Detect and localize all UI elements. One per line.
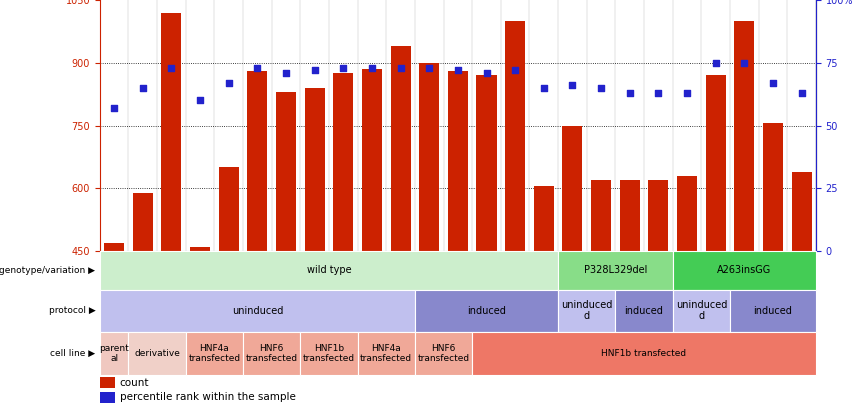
Text: induced: induced [625, 306, 663, 316]
Bar [100, 290, 415, 332]
Bar [477, 75, 496, 251]
Text: HNF4a
transfected: HNF4a transfected [188, 344, 240, 363]
Point [766, 80, 779, 86]
Bar [558, 290, 615, 332]
Point [365, 64, 378, 71]
Bar [448, 71, 468, 251]
Bar [190, 247, 210, 251]
Bar [391, 46, 411, 251]
Bar [186, 332, 243, 375]
Text: parent
al: parent al [99, 344, 129, 363]
Bar [673, 251, 816, 290]
Point [651, 90, 665, 96]
Point [565, 82, 579, 89]
Text: protocol ▶: protocol ▶ [49, 306, 95, 315]
Text: uninduced: uninduced [232, 306, 283, 316]
Text: wild type: wild type [306, 265, 352, 275]
Bar [300, 332, 358, 375]
Bar [615, 290, 673, 332]
Point [794, 90, 808, 96]
Text: count: count [120, 377, 149, 388]
Bar [305, 88, 325, 251]
Bar [100, 392, 115, 403]
Point [279, 70, 293, 76]
Text: induced: induced [753, 306, 792, 316]
Bar [505, 21, 525, 251]
Point [479, 70, 493, 76]
Bar [620, 180, 640, 251]
Bar [333, 73, 353, 251]
Point [307, 67, 321, 74]
Point [108, 105, 122, 111]
Text: derivative: derivative [135, 349, 180, 358]
Text: P328L329del: P328L329del [583, 265, 648, 275]
Bar [247, 71, 267, 251]
Bar [562, 126, 582, 251]
Bar [100, 377, 115, 388]
Bar [100, 332, 128, 375]
Point [737, 60, 751, 66]
Text: cell line ▶: cell line ▶ [50, 349, 95, 358]
Bar [358, 332, 415, 375]
Bar [133, 192, 153, 251]
Bar [673, 290, 730, 332]
Bar [591, 180, 611, 251]
Point [393, 64, 407, 71]
Bar [362, 69, 382, 251]
Bar [104, 243, 124, 251]
Point [336, 64, 350, 71]
Text: percentile rank within the sample: percentile rank within the sample [120, 392, 296, 403]
Text: A263insGG: A263insGG [717, 265, 772, 275]
Bar [792, 172, 812, 251]
Text: HNF4a
transfected: HNF4a transfected [360, 344, 412, 363]
Bar [161, 13, 181, 251]
Text: uninduced
d: uninduced d [675, 301, 727, 321]
Point [250, 64, 264, 71]
Point [680, 90, 694, 96]
Point [450, 67, 464, 74]
Bar [677, 176, 697, 251]
Text: HNF1b transfected: HNF1b transfected [602, 349, 687, 358]
Text: genotype/variation ▶: genotype/variation ▶ [0, 266, 95, 275]
Point [536, 85, 550, 91]
Text: uninduced
d: uninduced d [561, 301, 613, 321]
Point [594, 85, 608, 91]
Point [221, 80, 235, 86]
Bar [415, 290, 558, 332]
Bar [558, 251, 673, 290]
Text: HNF6
transfected: HNF6 transfected [418, 344, 470, 363]
Point [708, 60, 722, 66]
Bar [243, 332, 300, 375]
Point [193, 97, 207, 104]
Bar [763, 124, 783, 251]
Bar [128, 332, 186, 375]
Bar [415, 332, 472, 375]
Point [135, 85, 149, 91]
Text: induced: induced [467, 306, 506, 316]
Bar [219, 167, 239, 251]
Point [164, 64, 179, 71]
Bar [648, 180, 668, 251]
Bar [730, 290, 816, 332]
Bar [472, 332, 816, 375]
Text: HNF1b
transfected: HNF1b transfected [303, 344, 355, 363]
Point [622, 90, 636, 96]
Point [508, 67, 522, 74]
Text: HNF6
transfected: HNF6 transfected [246, 344, 298, 363]
Bar [706, 75, 726, 251]
Bar [419, 63, 439, 251]
Point [422, 64, 436, 71]
Bar [534, 186, 554, 251]
Bar [100, 251, 558, 290]
Bar [276, 92, 296, 251]
Bar [734, 21, 754, 251]
